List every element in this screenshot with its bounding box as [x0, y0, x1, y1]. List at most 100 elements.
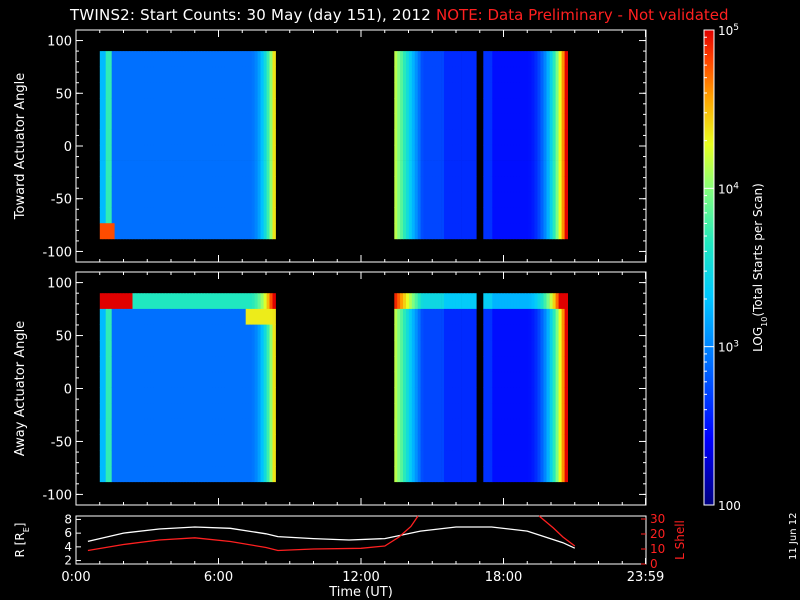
heatmap-cell: [543, 98, 547, 114]
heatmap-cell: [534, 356, 538, 373]
heatmap-cell: [144, 450, 148, 467]
heatmap-cell: [406, 450, 410, 467]
heatmap-cell: [126, 418, 130, 435]
heatmap-cell: [406, 387, 410, 404]
heatmap-cell: [546, 113, 550, 130]
heatmap-cell: [230, 466, 235, 483]
heatmap-cell: [546, 356, 550, 373]
heatmap-cell: [99, 308, 104, 325]
heatmap-cell: [233, 113, 238, 130]
heatmap-cell: [564, 434, 568, 451]
heatmap-cell: [201, 207, 205, 224]
heatmap-cell: [210, 434, 214, 451]
heatmap-cell: [272, 191, 276, 208]
heatmap-cell: [464, 371, 468, 388]
heatmap-cell: [221, 434, 226, 451]
heatmap-cell: [153, 191, 157, 208]
heatmap-cell: [435, 403, 439, 420]
heatmap-cell: [441, 466, 445, 483]
heatmap-cell: [272, 66, 276, 83]
heatmap-cell: [522, 293, 526, 310]
heatmap-cell: [411, 403, 416, 420]
heatmap-cell: [464, 66, 468, 83]
heatmap-cell: [120, 371, 124, 388]
heatmap-cell: [498, 356, 502, 373]
heatmap-cell: [201, 418, 205, 435]
heatmap-cell: [186, 82, 190, 99]
heatmap-cell: [198, 403, 202, 420]
heatmap-cell: [210, 82, 214, 99]
heatmap-cell: [248, 356, 253, 373]
heatmap-cell: [126, 324, 130, 341]
heatmap-cell: [230, 160, 235, 177]
heatmap-cell: [525, 176, 529, 193]
heatmap-cell: [183, 387, 187, 404]
heatmap-cell: [180, 403, 184, 420]
heatmap-cell: [467, 450, 471, 467]
heatmap-cell: [212, 51, 217, 68]
heatmap-cell: [483, 434, 487, 451]
heatmap-cell: [403, 191, 407, 208]
heatmap-cell: [230, 434, 235, 451]
heatmap-cell: [105, 176, 110, 193]
heatmap-cell: [99, 434, 104, 451]
heatmap-cell: [257, 418, 261, 435]
heatmap-cell: [394, 176, 398, 193]
heatmap-cell: [254, 207, 258, 224]
heatmap-cell: [171, 434, 175, 451]
heatmap-cell: [138, 144, 142, 161]
heatmap-cell: [245, 293, 250, 310]
toward-heatmap: [99, 51, 568, 240]
heatmap-cell: [531, 308, 535, 325]
heatmap-cell: [251, 450, 256, 467]
heatmap-cell: [129, 113, 133, 130]
heatmap-cell: [458, 450, 462, 467]
heatmap-cell: [467, 144, 471, 161]
heatmap-cell: [150, 293, 154, 310]
heatmap-cell: [458, 356, 462, 373]
heatmap-cell: [420, 223, 424, 240]
heatmap-cell: [99, 51, 104, 68]
heatmap-cell: [254, 160, 258, 177]
heatmap-cell: [141, 207, 145, 224]
heatmap-cell: [257, 113, 261, 130]
heatmap-cell: [549, 340, 553, 357]
heatmap-cell: [510, 129, 514, 146]
heatmap-cell: [156, 129, 160, 146]
heatmap-cell: [531, 191, 535, 208]
heatmap-cell: [141, 129, 145, 146]
heatmap-cell: [435, 66, 439, 83]
y-tick-label: -100: [42, 488, 72, 503]
heatmap-cell: [564, 113, 568, 130]
heatmap-cell: [549, 113, 553, 130]
heatmap-cell: [513, 82, 517, 99]
ephemeris-lines: [87, 515, 576, 552]
heatmap-cell: [248, 66, 253, 83]
heatmap-cell: [239, 129, 244, 146]
heatmap-cell: [534, 308, 538, 325]
heatmap-cell: [254, 113, 258, 130]
heatmap-cell: [473, 466, 477, 483]
heatmap-cell: [441, 176, 445, 193]
heatmap-cell: [510, 434, 514, 451]
heatmap-cell: [414, 356, 418, 373]
heatmap-cell: [470, 293, 474, 310]
heatmap-cell: [552, 450, 556, 467]
heatmap-cell: [144, 340, 148, 357]
heatmap-cell: [504, 207, 508, 224]
heatmap-cell: [483, 324, 487, 341]
heatmap-cell: [108, 160, 113, 177]
heatmap-cell: [114, 356, 118, 373]
heatmap-cell: [162, 387, 166, 404]
heatmap-cell: [397, 308, 401, 325]
heatmap-cell: [394, 387, 398, 404]
heatmap-cell: [132, 66, 136, 83]
heatmap-cell: [239, 340, 244, 357]
heatmap-cell: [224, 113, 229, 130]
heatmap-cell: [449, 82, 454, 99]
heatmap-cell: [168, 98, 172, 114]
heatmap-cell: [153, 324, 157, 341]
heatmap-cell: [552, 113, 556, 130]
heatmap-cell: [495, 144, 499, 161]
heatmap-cell: [189, 144, 193, 161]
